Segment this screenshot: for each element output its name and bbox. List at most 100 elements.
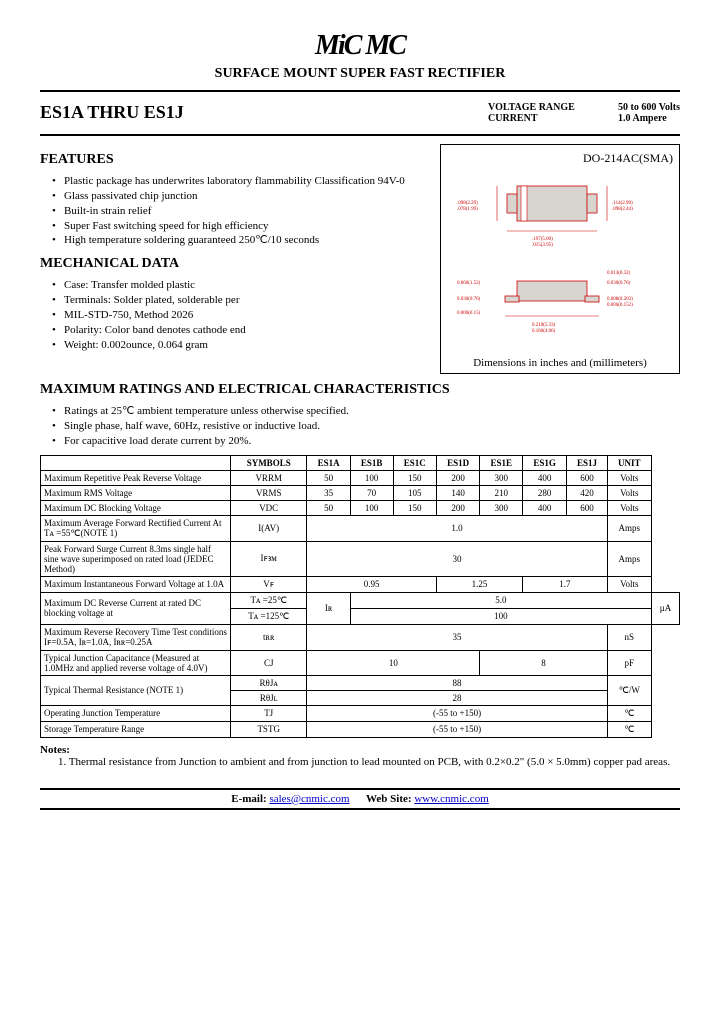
web-link[interactable]: www.cnmic.com [414,793,488,805]
table-cell: Amps [607,541,651,576]
table-cell: 1.25 [436,576,522,592]
diagram-caption: Dimensions in inches and (millimeters) [447,357,673,369]
table-row: Maximum DC Blocking VoltageVDC5010015020… [41,500,680,515]
table-cell: 70 [350,485,393,500]
package-title: DO-214AC(SMA) [447,151,673,166]
table-row: Storage Temperature RangeTSTG(-55 to +15… [41,721,680,737]
table-cell: Maximum RMS Voltage [41,485,231,500]
left-column: FEATURES Plastic package has underwrites… [40,144,428,374]
email-link[interactable]: sales@cnmic.com [269,793,349,805]
table-cell: 88 [307,675,607,690]
list-item: Terminals: Solder plated, solderable per [52,293,428,308]
table-cell: ℃/W [607,675,651,705]
table-cell: 8 [480,650,607,675]
table-row: Operating Junction TemperatureTJ(-55 to … [41,705,680,721]
table-cell: 150 [393,500,436,515]
table-cell: Tᴀ =25℃ [231,592,307,608]
table-header: ES1E [480,455,523,470]
table-cell: 200 [436,470,479,485]
table-cell: ℃ [607,705,651,721]
table-cell: 28 [307,690,607,705]
table-cell: 100 [350,500,393,515]
table-cell: (-55 to +150) [307,721,607,737]
list-item: Plastic package has underwrites laborato… [52,174,428,189]
table-row: Maximum Average Forward Rectified Curren… [41,515,680,541]
table-cell: TJ [231,705,307,721]
divider [40,90,680,92]
svg-text:0.160(4.06): 0.160(4.06) [532,329,556,334]
mechanical-heading: MECHANICAL DATA [40,256,428,272]
svg-text:0.013(0.32): 0.013(0.32) [607,271,631,276]
table-header: ES1A [307,455,350,470]
product-title: ES1A THRU ES1J [40,102,184,123]
current-label: CURRENT [488,113,598,124]
table-cell: Maximum DC Blocking Voltage [41,500,231,515]
table-row: Maximum Instantaneous Forward Voltage at… [41,576,680,592]
list-item: Built-in strain relief [52,204,428,219]
current-value: 1.0 Ampere [618,113,667,124]
notes-heading: Notes: [40,744,70,756]
table-cell: 50 [307,500,350,515]
list-item: MIL-STD-750, Method 2026 [52,308,428,323]
svg-text:0.210(5.33): 0.210(5.33) [532,323,556,328]
table-cell: VRRM [231,470,307,485]
table-row: Maximum Repetitive Peak Reverse VoltageV… [41,470,680,485]
package-svg: .098(2.29) .078(1.99) .114(2.90) .098(2.… [447,166,667,346]
web-label: Web Site: [366,793,412,805]
table-cell: I(AV) [231,515,307,541]
table-cell: 600 [567,500,607,515]
table-cell: 300 [480,470,523,485]
table-cell: 10 [307,650,480,675]
ratings-heading: MAXIMUM RATINGS AND ELECTRICAL CHARACTER… [40,382,680,398]
table-cell: 0.95 [307,576,437,592]
table-cell: 100 [350,608,651,624]
table-cell: TSTG [231,721,307,737]
table-cell: Maximum Repetitive Peak Reverse Voltage [41,470,231,485]
table-cell: VRMS [231,485,307,500]
table-cell: Peak Forward Surge Current 8.3ms single … [41,541,231,576]
spec-block: VOLTAGE RANGE 50 to 600 Volts CURRENT 1.… [488,102,680,124]
table-header: UNIT [607,455,651,470]
table-cell: Vꜰ [231,576,307,592]
email-label: E-mail: [231,793,266,805]
table-cell: Volts [607,485,651,500]
table-header: ES1J [567,455,607,470]
svg-text:0.006(0.152): 0.006(0.152) [607,303,633,308]
table-cell: 400 [523,500,567,515]
table-row: Peak Forward Surge Current 8.3ms single … [41,541,680,576]
table-cell: 210 [480,485,523,500]
table-cell: Maximum Instantaneous Forward Voltage at… [41,576,231,592]
table-cell: Iꜰꜣᴍ [231,541,307,576]
table-cell: 30 [307,541,607,576]
table-cell: Volts [607,576,651,592]
table-cell: Storage Temperature Range [41,721,231,737]
svg-text:0.006(0.15): 0.006(0.15) [457,311,481,316]
table-cell: Maximum DC Reverse Current at rated DC b… [41,592,231,624]
table-cell: tʀʀ [231,624,307,650]
svg-text:.078(1.99): .078(1.99) [457,207,478,212]
table-header: SYMBOLS [231,455,307,470]
doc-subtitle: SURFACE MOUNT SUPER FAST RECTIFIER [40,66,680,82]
table-header-row: SYMBOLSES1AES1BES1CES1DES1EES1GES1JUNIT [41,455,680,470]
table-cell: 200 [436,500,479,515]
svg-text:0.030(0.76): 0.030(0.76) [607,281,631,286]
list-item: Glass passivated chip junction [52,189,428,204]
table-cell: 400 [523,470,567,485]
table-cell: RθJᴀ [231,675,307,690]
table-cell: 100 [350,470,393,485]
notes-section: Notes: 1. Thermal resistance from Juncti… [40,744,680,768]
title-row: ES1A THRU ES1J VOLTAGE RANGE 50 to 600 V… [40,96,680,130]
package-diagram: DO-214AC(SMA) .098(2.29) .078(1.99) .114… [440,144,680,374]
ratings-table: SYMBOLSES1AES1BES1CES1DES1EES1GES1JUNIT … [40,455,680,738]
notes-text: 1. Thermal resistance from Junction to a… [40,756,680,768]
table-cell: 50 [307,470,350,485]
table-cell: Amps [607,515,651,541]
table-cell: Volts [607,470,651,485]
table-cell: Operating Junction Temperature [41,705,231,721]
svg-text:.197(5.00): .197(5.00) [532,237,553,242]
table-cell: 300 [480,500,523,515]
table-body: Maximum Repetitive Peak Reverse VoltageV… [41,470,680,737]
table-cell: 420 [567,485,607,500]
logo-block: MiC MC [40,30,680,62]
table-cell: Typical Junction Capacitance (Measured a… [41,650,231,675]
